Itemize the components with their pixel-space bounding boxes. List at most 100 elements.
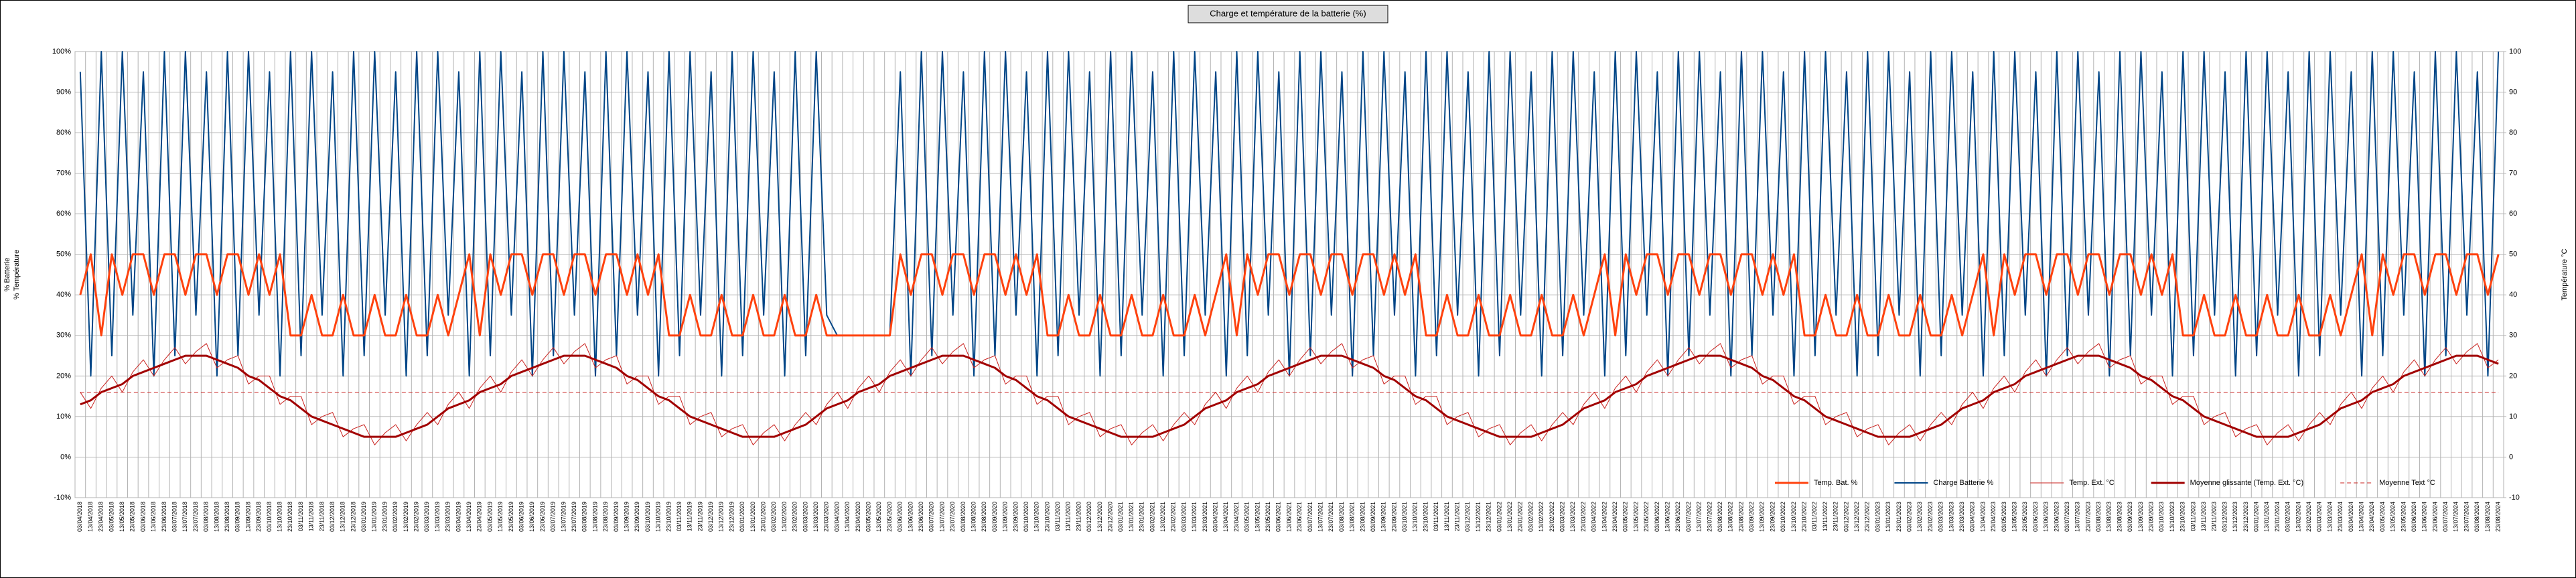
x-tick-label: 13/05/2019 <box>497 502 504 532</box>
x-tick-label: 23/02/2024 <box>2305 502 2312 532</box>
x-tick-label: 03/07/2021 <box>1307 502 1313 532</box>
x-tick-label: 03/11/2021 <box>1433 502 1439 531</box>
x-tick-label: 03/12/2020 <box>1086 502 1092 532</box>
x-tick-label: 03/01/2024 <box>2252 502 2259 532</box>
y2-tick-label: 80 <box>2509 129 2517 137</box>
x-tick-label: 03/09/2021 <box>1370 502 1376 532</box>
x-tick-label: 23/11/2022 <box>1833 502 1839 531</box>
x-tick-label: 23/12/2022 <box>1864 502 1871 532</box>
x-tick-label: 23/09/2019 <box>634 502 640 532</box>
x-tick-label: 23/02/2022 <box>1549 502 1555 532</box>
y2-tick-label: -10 <box>2509 494 2520 502</box>
x-tick-label: 13/07/2022 <box>1696 502 1703 532</box>
x-tick-label: 23/03/2019 <box>445 502 451 532</box>
y2-tick-label: 30 <box>2509 332 2517 340</box>
x-tick-label: 23/05/2022 <box>1643 502 1650 532</box>
x-tick-label: 03/04/2022 <box>1591 502 1597 532</box>
x-tick-label: 03/06/2020 <box>897 502 904 532</box>
legend-label: Moyenne glissante (Temp. Ext. °C) <box>2190 479 2303 487</box>
x-tick-label: 13/09/2019 <box>623 502 630 532</box>
legend-label: Temp. Bat. % <box>1814 479 1858 487</box>
x-tick-label: 03/05/2019 <box>486 502 493 532</box>
x-tick-label: 23/12/2020 <box>1107 502 1114 532</box>
x-tick-label: 13/03/2019 <box>434 502 441 532</box>
x-tick-label: 03/02/2022 <box>1527 502 1534 532</box>
x-tick-label: 03/11/2018 <box>297 502 304 531</box>
x-tick-label: 23/11/2021 <box>1454 502 1461 531</box>
x-tick-label: 13/12/2018 <box>340 502 346 532</box>
x-tick-label: 23/10/2021 <box>1422 502 1429 532</box>
x-tick-label: 03/06/2019 <box>518 502 524 532</box>
x-tick-label: 23/02/2021 <box>1170 502 1177 532</box>
x-tick-label: 23/06/2022 <box>1674 502 1681 532</box>
y-tick-label: 70% <box>56 169 71 177</box>
x-tick-label: 13/12/2019 <box>718 502 725 532</box>
x-tick-label: 03/07/2019 <box>550 502 557 532</box>
x-tick-label: 13/11/2019 <box>687 502 693 531</box>
x-tick-label: 23/05/2019 <box>508 502 514 532</box>
x-tick-label: 03/04/2021 <box>1212 502 1218 532</box>
x-tick-label: 03/10/2018 <box>266 502 273 532</box>
legend-label: Moyenne Text °C <box>2379 479 2435 487</box>
x-tick-label: 23/01/2019 <box>381 502 388 532</box>
x-tick-label: 13/11/2018 <box>308 502 315 531</box>
x-tick-label: 03/05/2023 <box>2001 502 2007 532</box>
x-tick-label: 23/08/2021 <box>1359 502 1366 532</box>
x-tick-label: 23/01/2023 <box>1895 502 1902 532</box>
x-tick-label: 03/09/2018 <box>234 502 241 532</box>
x-tick-label: 03/07/2023 <box>2064 502 2070 532</box>
x-tick-label: 13/06/2024 <box>2421 502 2428 532</box>
x-tick-label: 03/04/2023 <box>1969 502 1976 532</box>
x-tick-label: 03/06/2023 <box>2032 502 2039 532</box>
x-tick-label: 13/12/2023 <box>2232 502 2238 532</box>
x-tick-label: 13/05/2024 <box>2390 502 2396 532</box>
x-tick-label: 13/04/2019 <box>466 502 472 532</box>
x-tick-label: 13/01/2024 <box>2263 502 2270 532</box>
x-tick-label: 13/08/2022 <box>1727 502 1734 532</box>
x-tick-label: 23/04/2019 <box>476 502 483 532</box>
x-tick-label: 13/05/2022 <box>1632 502 1639 532</box>
x-tick-label: 13/02/2023 <box>1916 502 1923 532</box>
legend: Temp. Bat. % Charge Batterie % Temp. Ext. … <box>1775 479 2435 487</box>
title-box <box>1188 5 1388 23</box>
x-tick-label: 23/09/2022 <box>1769 502 1776 532</box>
x-tick-label: 13/05/2021 <box>1254 502 1261 532</box>
x-tick-label: 03/08/2022 <box>1717 502 1723 532</box>
x-tick-label: 23/09/2020 <box>1012 502 1019 532</box>
x-tick-label: 23/05/2020 <box>886 502 893 532</box>
x-tick-label: 23/11/2019 <box>697 502 703 531</box>
x-tick-label: 23/07/2022 <box>1706 502 1713 532</box>
x-tick-label: 23/03/2023 <box>1958 502 1965 532</box>
x-tick-label: 23/07/2018 <box>192 502 199 532</box>
x-tick-label: 13/01/2020 <box>749 502 756 532</box>
x-tick-label: 13/10/2021 <box>1412 502 1419 532</box>
x-tick-label: 03/01/2020 <box>739 502 745 532</box>
x-tick-label: 23/07/2019 <box>571 502 577 532</box>
x-tick-label: 03/08/2019 <box>581 502 588 532</box>
x-tick-label: 23/07/2023 <box>2084 502 2091 532</box>
x-tick-label: 03/03/2024 <box>2316 502 2323 532</box>
x-tick-label: 23/03/2021 <box>1202 502 1208 532</box>
x-tick-label: 13/02/2021 <box>1159 502 1166 532</box>
x-tick-label: 23/08/2022 <box>1737 502 1744 532</box>
x-tick-label: 03/01/2023 <box>1874 502 1881 532</box>
x-tick-label: 13/07/2019 <box>560 502 567 532</box>
x-tick-label: 23/10/2018 <box>287 502 293 532</box>
y2-tick-label: 100 <box>2509 48 2521 56</box>
x-tick-label: 03/12/2019 <box>707 502 714 532</box>
x-tick-label: 03/08/2021 <box>1338 502 1345 532</box>
x-tick-label: 23/07/2024 <box>2463 502 2470 532</box>
x-tick-label: 03/08/2024 <box>2474 502 2480 532</box>
x-tick-label: 13/10/2023 <box>2169 502 2175 532</box>
x-tick-label: 03/04/2020 <box>833 502 840 532</box>
x-tick-label: 23/02/2020 <box>792 502 798 532</box>
x-tick-label: 03/07/2018 <box>171 502 177 532</box>
x-tick-label: 13/06/2022 <box>1664 502 1670 532</box>
y-tick-label: 60% <box>56 210 71 218</box>
x-tick-label: 13/03/2020 <box>812 502 819 532</box>
y2-tick-label: 10 <box>2509 413 2517 421</box>
x-tick-label: 23/12/2019 <box>728 502 735 532</box>
x-tick-label: 03/02/2021 <box>1149 502 1155 532</box>
x-tick-label: 23/09/2021 <box>1390 502 1397 532</box>
x-tick-label: 03/06/2021 <box>1275 502 1282 532</box>
